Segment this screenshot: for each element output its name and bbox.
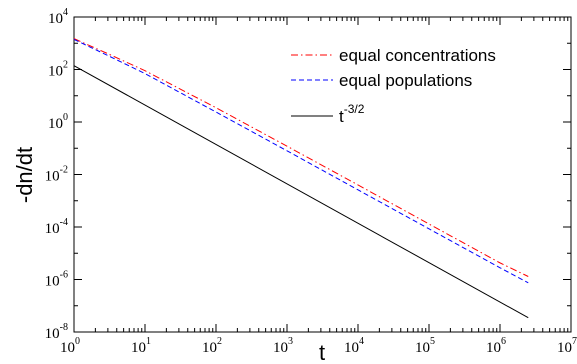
y-tick-label: 10-8 [45, 322, 68, 342]
series-line-2 [73, 65, 529, 319]
tick-base: 10 [48, 11, 63, 27]
y-axis-title: -dn/dt [12, 147, 37, 203]
tick-base: 10 [131, 340, 146, 356]
legend-label-exponent: -3/2 [344, 102, 365, 116]
tick-exponent: 2 [217, 336, 222, 347]
ticks-layer: 100 101 102 103 104 105 106 10710-810-610-410-2… [45, 7, 577, 356]
tick-base: 10 [415, 340, 430, 356]
tick-exponent: -8 [60, 322, 68, 333]
tick-base: 10 [48, 116, 63, 132]
tick-exponent: 0 [63, 112, 68, 123]
tick-base: 10 [45, 169, 60, 185]
tick-base: 10 [557, 340, 572, 356]
tick-exponent: 7 [572, 336, 577, 347]
series-line-1 [73, 38, 529, 284]
tick-base: 10 [45, 274, 60, 290]
tick-base: 10 [486, 340, 501, 356]
x-tick-label: 103 [273, 336, 293, 356]
tick-base: 10 [344, 340, 359, 356]
tick-exponent: -2 [60, 165, 68, 176]
tick-base: 10 [45, 326, 60, 342]
tick-exponent: 5 [430, 336, 435, 347]
tick-base: 10 [202, 340, 217, 356]
y-tick-label: 102 [48, 60, 68, 80]
y-tick-label: 100 [48, 112, 68, 132]
x-tick-label: 102 [202, 336, 222, 356]
y-tick-label: 10-4 [45, 217, 68, 237]
tick-base: 10 [60, 340, 75, 356]
x-tick-label: 107 [557, 336, 577, 356]
y-tick-label: 10-2 [45, 165, 68, 185]
x-tick-label: 106 [486, 336, 506, 356]
tick-exponent: 3 [288, 336, 293, 347]
x-tick-label: 104 [344, 336, 364, 356]
tick-exponent: 4 [63, 7, 68, 18]
legend-label-1: equal populations [339, 71, 472, 90]
x-axis-title: t [319, 340, 325, 364]
x-tick-label: 101 [131, 336, 151, 356]
tick-exponent: 0 [75, 336, 80, 347]
legend-label-2: t-3/2 [339, 102, 365, 126]
legend-label-0: equal concentrations [339, 46, 496, 65]
plot-frame [73, 16, 572, 333]
legend: equal concentrations equal populations t-3… [291, 46, 496, 126]
legend-label-text: equal concentrations [339, 46, 496, 65]
tick-exponent: 2 [63, 60, 68, 71]
tick-exponent: -6 [60, 270, 68, 281]
legend-label-text: t [339, 107, 344, 126]
tick-exponent: 4 [359, 336, 364, 347]
tick-exponent: -4 [60, 217, 68, 228]
y-tick-label: 104 [48, 7, 68, 27]
x-tick-label: 100 [60, 336, 80, 356]
series-layer [73, 38, 529, 319]
series-line-0 [73, 38, 529, 277]
tick-base: 10 [273, 340, 288, 356]
y-tick-label: 10-6 [45, 270, 68, 290]
legend-label-text: equal populations [339, 71, 472, 90]
tick-base: 10 [45, 221, 60, 237]
tick-exponent: 1 [146, 336, 151, 347]
tick-exponent: 6 [501, 336, 506, 347]
tick-base: 10 [48, 64, 63, 80]
x-tick-label: 105 [415, 336, 435, 356]
